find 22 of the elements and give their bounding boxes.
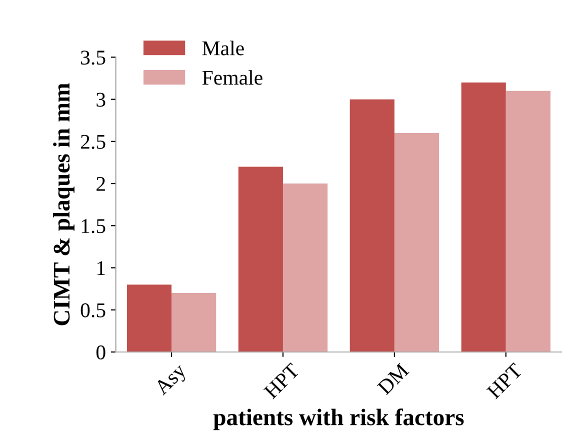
y-tick-label: 3.5 [81,50,106,65]
bar [282,184,328,352]
y-tick-label: 1 [97,261,105,275]
y-tick-label: 3 [96,92,106,107]
y-tick-label: 2.5 [80,134,106,149]
bar [126,284,172,352]
y-tick-label: 1.5 [82,219,106,234]
bar [461,82,506,352]
y-tick-label: 2 [96,176,105,191]
bar [350,99,394,352]
x-tick-label: Asy [154,362,190,399]
y-tick-label: 0 [96,345,106,360]
legend-label: Female [202,70,262,85]
bar [394,133,440,352]
bar [506,90,550,352]
bar [172,293,216,352]
legend-label: Male [202,40,244,56]
bar [238,166,283,352]
y-axis-title: CIMT & plaques in mm [53,83,74,326]
x-tick-label: DM [376,362,410,396]
y-tick-label: 0.5 [80,303,106,318]
x-axis-title: patients with risk factors [213,408,464,430]
